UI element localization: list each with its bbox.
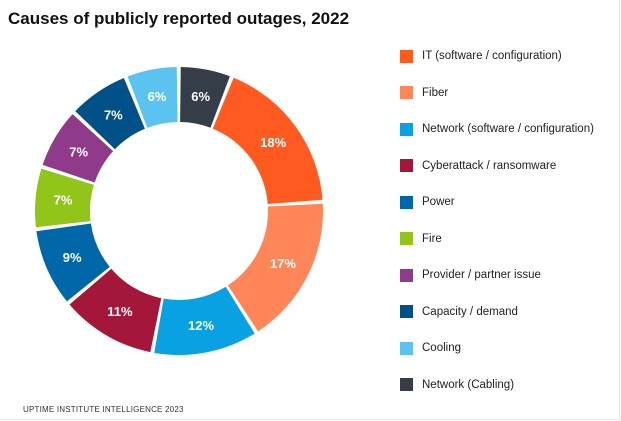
legend-label: Cooling	[422, 342, 461, 355]
legend-swatch	[400, 86, 413, 100]
donut-slice	[154, 286, 255, 356]
legend-label: Network (Cabling)	[422, 378, 515, 391]
donut-slice	[42, 114, 114, 183]
legend-swatch	[400, 378, 413, 392]
legend-item: Power	[400, 184, 594, 221]
chart-title: Causes of publicly reported outages, 202…	[8, 9, 350, 28]
legend-item: Fire	[400, 221, 594, 258]
legend-swatch	[400, 49, 413, 63]
legend-item: Network (Cabling)	[400, 367, 594, 404]
legend-item: Network (software / configuration)	[400, 111, 594, 148]
legend-label: Fiber	[422, 86, 449, 99]
legend-item: Cooling	[400, 330, 594, 367]
legend-label: Fire	[422, 232, 442, 245]
legend-swatch	[400, 232, 413, 246]
legend-item: Provider / partner issue	[400, 257, 594, 294]
legend-item: Capacity / demand	[400, 294, 594, 331]
legend-swatch	[400, 341, 413, 355]
legend-label: Capacity / demand	[422, 305, 518, 318]
donut-slice	[212, 77, 323, 205]
legend-swatch	[400, 268, 413, 282]
donut-slice	[69, 268, 162, 353]
donut-chart: 18% 17% 12% 11% 9% 7% 7% 7% 6% 6%	[35, 67, 323, 356]
chart-legend: IT (software / configuration) Fiber Networ…	[400, 38, 594, 403]
slice-label: 7%	[54, 193, 73, 208]
legend-label: IT (software / configuration)	[422, 50, 562, 63]
legend-label: Power	[422, 196, 455, 209]
legend-label: Network (software / configuration)	[422, 123, 594, 136]
slice-label: 17%	[270, 256, 296, 271]
donut-slice	[127, 67, 178, 128]
legend-item: IT (software / configuration)	[400, 38, 594, 75]
slice-label: 12%	[188, 318, 214, 333]
slice-label: 9%	[63, 250, 82, 265]
donut-slice	[35, 168, 94, 228]
legend-swatch	[400, 305, 413, 319]
donut-slice	[75, 77, 145, 150]
legend-swatch	[400, 122, 413, 136]
donut-slice	[180, 67, 230, 128]
legend-label: Cyberattack / ransomware	[422, 159, 557, 172]
slice-label: 11%	[107, 304, 133, 319]
legend-label: Provider / partner issue	[422, 269, 541, 282]
slice-label: 7%	[69, 144, 88, 159]
legend-swatch	[400, 195, 413, 209]
slice-label: 7%	[104, 107, 123, 122]
legend-swatch	[400, 159, 413, 173]
slice-label: 6%	[191, 89, 210, 104]
slice-label: 6%	[148, 89, 167, 104]
source-note: UPTIME INSTITUTE INTELLIGENCE 2023	[23, 405, 184, 414]
legend-item: Cyberattack / ransomware	[400, 148, 594, 185]
legend-item: Fiber	[400, 75, 594, 112]
slice-label: 18%	[260, 135, 286, 150]
donut-slice	[36, 223, 110, 302]
donut-slice	[227, 203, 323, 332]
